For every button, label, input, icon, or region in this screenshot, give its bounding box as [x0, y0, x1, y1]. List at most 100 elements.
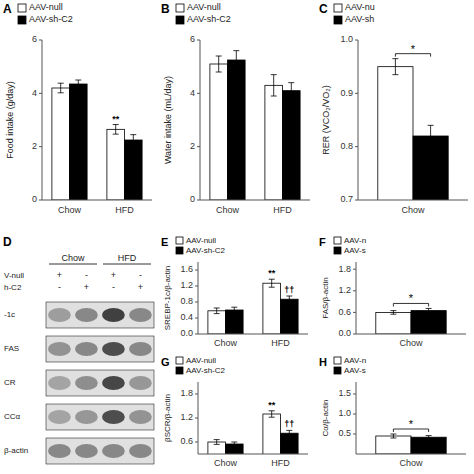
- y-tick-label: 0.4: [180, 312, 193, 322]
- x-tick-label: Chow: [214, 458, 238, 468]
- legend-swatch: [334, 357, 341, 364]
- y-axis-label: FAS/β-actin: [321, 277, 330, 319]
- error-cap: [269, 279, 275, 280]
- y-tick-label: 2: [32, 141, 37, 151]
- x-tick-label: Chow: [214, 338, 238, 348]
- error-bar: [392, 59, 398, 75]
- y-axis-line: [358, 40, 359, 200]
- legend-label: AAV-sh-C2: [186, 366, 226, 375]
- group-line: [103, 264, 151, 265]
- y-tick-label: 4: [32, 88, 37, 98]
- legend-swatch: [18, 16, 26, 24]
- band: [48, 376, 71, 390]
- error-stem: [393, 311, 394, 315]
- error-stem: [218, 56, 219, 72]
- band: [102, 376, 125, 390]
- band: [48, 444, 71, 458]
- y-axis-label: Cα/β-actin: [321, 400, 330, 437]
- annotation: ††: [284, 285, 294, 295]
- x-axis-line: [198, 334, 308, 335]
- panel-title: B: [161, 2, 170, 16]
- error-stem: [236, 51, 237, 70]
- x-tick-label: Chow: [401, 205, 425, 215]
- error-cap: [269, 410, 275, 411]
- error-cap: [130, 145, 136, 146]
- bar: [283, 91, 301, 200]
- panel-title: C: [319, 2, 328, 16]
- y-axis-line: [356, 262, 357, 334]
- error-cap: [214, 313, 220, 314]
- legend-label: AAV-null: [186, 356, 216, 365]
- legend-label: AAV-sh-C2: [187, 14, 231, 24]
- panel-title: A: [3, 2, 12, 16]
- error-cap: [58, 83, 64, 84]
- bar: [125, 140, 143, 200]
- error-cap: [286, 436, 292, 437]
- error-cap: [58, 92, 64, 93]
- band: [48, 410, 71, 424]
- error-bar: [426, 308, 432, 312]
- error-bar: [233, 51, 239, 70]
- marks: [376, 434, 446, 454]
- error-bar: [58, 83, 64, 93]
- x-tick-label: HFD: [273, 205, 292, 215]
- error-cap: [231, 312, 237, 313]
- error-stem: [216, 440, 217, 445]
- band: [129, 342, 152, 356]
- error-cap: [75, 80, 81, 81]
- error-cap: [216, 72, 222, 73]
- y-tick-label: 0.8: [180, 296, 193, 306]
- error-stem: [428, 436, 429, 439]
- y-tick-label: 0.5: [338, 428, 351, 438]
- panel-title: F: [319, 236, 326, 248]
- error-stem: [273, 75, 274, 96]
- lane-sign: -: [112, 282, 115, 292]
- bar-panel: GβSCR/β-actin0.61.21.8ChowHFDAAV-nullAAV…: [161, 356, 308, 468]
- error-cap: [216, 56, 222, 57]
- bar: [411, 311, 446, 334]
- legend-swatch: [334, 16, 342, 24]
- panel-title: H: [319, 356, 327, 368]
- y-axis-label: Food intake (g/day): [5, 81, 15, 159]
- annotation: ††: [284, 419, 294, 429]
- lane-sign: +: [111, 270, 116, 280]
- error-stem: [234, 307, 235, 313]
- bar: [378, 67, 413, 200]
- band: [102, 308, 125, 322]
- band: [129, 444, 152, 458]
- band: [129, 410, 152, 424]
- error-bar: [426, 436, 432, 439]
- error-bar: [286, 430, 292, 436]
- y-axis-line: [356, 382, 357, 454]
- error-cap: [288, 98, 294, 99]
- error-cap: [233, 50, 239, 51]
- error-bar: [231, 442, 237, 446]
- error-cap: [286, 430, 292, 431]
- bar: [411, 437, 446, 454]
- band: [102, 342, 125, 356]
- band: [129, 376, 152, 390]
- lane-row-label: h-C2: [4, 283, 22, 292]
- error-bar: [286, 296, 292, 302]
- error-stem: [271, 411, 272, 417]
- y-axis-label: RER (VCO₂/VO₂): [321, 85, 331, 155]
- y-axis-line: [42, 40, 43, 200]
- y-tick-label: 1.8: [180, 388, 193, 398]
- error-cap: [428, 146, 434, 147]
- annotation: **: [112, 114, 120, 124]
- x-axis-line: [198, 454, 308, 455]
- legend-swatch: [176, 237, 183, 244]
- x-tick-label: Chow: [399, 338, 423, 348]
- error-bar: [428, 125, 434, 146]
- group-label: Chow: [61, 253, 85, 263]
- annotation: **: [268, 268, 276, 278]
- blot-panel: DChowHFDV-null+-+-h-C2-+-+-1cFASCRCCαβ-a…: [3, 235, 154, 464]
- x-tick-label: HFD: [271, 338, 290, 348]
- legend-label: AAV-null: [187, 2, 221, 12]
- error-stem: [78, 80, 79, 88]
- band: [75, 308, 98, 322]
- band: [48, 308, 71, 322]
- blot-strip: [46, 438, 154, 464]
- x-axis-line: [42, 200, 152, 201]
- error-cap: [426, 438, 432, 439]
